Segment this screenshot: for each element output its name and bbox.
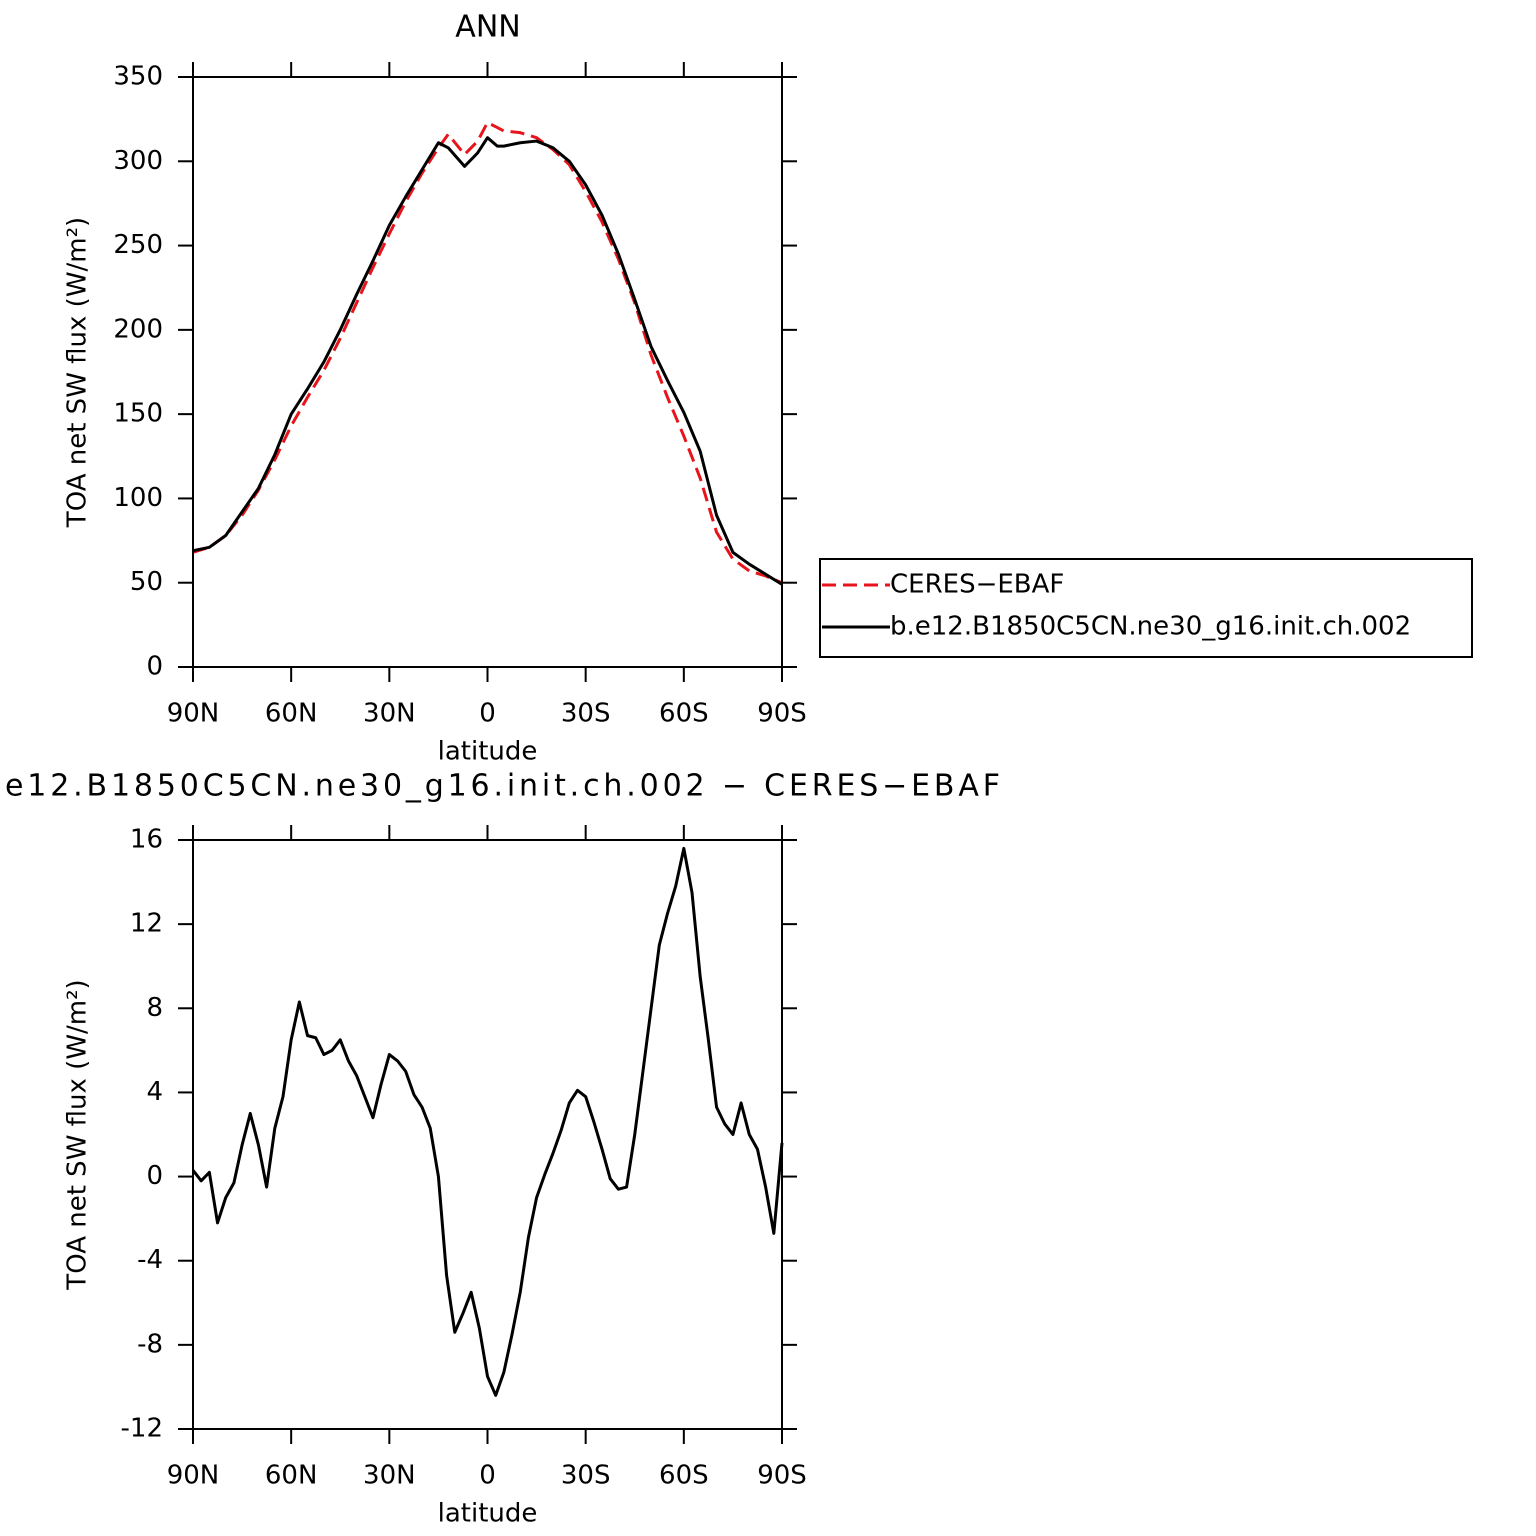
y-tick-label: -4: [137, 1245, 163, 1275]
y-tick-label: 8: [146, 993, 163, 1023]
x-tick-label: 0: [479, 699, 496, 729]
y-tick-label: 100: [113, 483, 163, 513]
chart-title: ANN: [455, 10, 520, 45]
y-tick-label: 350: [113, 62, 163, 92]
x-tick-label: 30N: [363, 1461, 416, 1491]
series-line: [191, 846, 784, 1397]
x-tick-label: 60N: [265, 1461, 318, 1491]
x-axis-label: latitude: [438, 737, 538, 767]
y-tick-label: 16: [130, 825, 163, 855]
y-axis-label: TOA net SW flux (W/m²): [63, 217, 93, 528]
x-tick-label: 0: [479, 1461, 496, 1491]
y-tick-label: 150: [113, 399, 163, 429]
legend-box: [819, 558, 1473, 658]
legend-label: b.e12.B1850C5CN.ne30_g16.init.ch.002: [890, 612, 1411, 642]
y-tick-label: 50: [130, 567, 163, 597]
y-tick-label: 250: [113, 230, 163, 260]
y-tick-label: 4: [146, 1077, 163, 1107]
y-tick-label: -12: [121, 1414, 163, 1444]
x-tick-label: 30N: [363, 699, 416, 729]
y-tick-label: 0: [146, 1161, 163, 1191]
x-tick-label: 30S: [561, 1461, 611, 1491]
y-tick-label: 0: [146, 652, 163, 682]
x-tick-label: 60S: [659, 1461, 709, 1491]
x-tick-label: 30S: [561, 699, 611, 729]
y-tick-label: 300: [113, 146, 163, 176]
legend-label: CERES−EBAF: [890, 570, 1064, 600]
chart-title: e12.B1850C5CN.ne30_g16.init.ch.002 − CER…: [5, 769, 1000, 804]
plot-frame: [192, 76, 783, 668]
x-tick-label: 60S: [659, 699, 709, 729]
x-tick-label: 60N: [265, 699, 318, 729]
x-tick-label: 90S: [757, 699, 807, 729]
x-tick-label: 90S: [757, 1461, 807, 1491]
series-line: [192, 136, 783, 586]
y-tick-label: 200: [113, 314, 163, 344]
y-tick-label: -8: [137, 1329, 163, 1359]
series-line: [192, 121, 783, 585]
x-axis-label: latitude: [438, 1499, 538, 1529]
plot-frame: [192, 839, 783, 1430]
x-tick-label: 90N: [167, 699, 220, 729]
y-axis-label: TOA net SW flux (W/m²): [63, 979, 93, 1290]
y-tick-label: 12: [130, 909, 163, 939]
x-tick-label: 90N: [167, 1461, 220, 1491]
